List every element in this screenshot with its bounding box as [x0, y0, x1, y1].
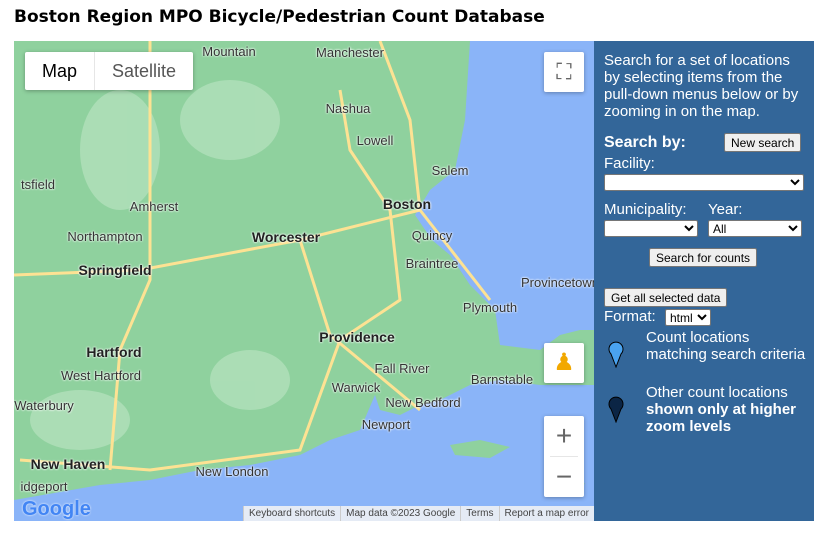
zoom-divider: [550, 456, 578, 457]
map-data-text: Map data ©2023 Google: [340, 506, 460, 521]
city-label: Salem: [431, 163, 469, 178]
city-label: Mountain: [202, 44, 256, 59]
year-select[interactable]: All: [708, 220, 802, 237]
blue-marker-icon: [608, 341, 624, 368]
facility-label: Facility:: [604, 155, 655, 172]
city-label: Springfield: [78, 262, 152, 278]
city-label: New Bedford: [385, 395, 461, 410]
city-label: West Hartford: [61, 368, 141, 383]
city-label: Northampton: [67, 229, 143, 244]
city-label: Plymouth: [462, 300, 518, 315]
city-label: Nashua: [325, 101, 371, 116]
legend-matching: Count locations matching search criteria: [646, 329, 806, 363]
city-label: New London: [195, 464, 269, 479]
zoom-control: + −: [544, 416, 584, 497]
city-label: Waterbury: [14, 398, 74, 413]
search-for-counts-button[interactable]: Search for counts: [649, 248, 758, 267]
city-label: Braintree: [405, 256, 459, 271]
street-view-button[interactable]: ♟: [544, 343, 584, 383]
city-label: Warwick: [331, 380, 381, 395]
highways: [14, 41, 492, 472]
year-label: Year:: [708, 201, 743, 218]
dark-marker-icon: [608, 396, 624, 423]
city-label: Provincetown: [520, 275, 594, 290]
city-label: Worcester: [251, 229, 321, 245]
zoom-out-button[interactable]: −: [555, 461, 573, 492]
city-label: Lowell: [356, 133, 394, 148]
legend-other-text: Other count locations: [646, 384, 788, 401]
map-attribution: Keyboard shortcuts Map data ©2023 Google…: [242, 506, 594, 521]
fullscreen-icon: ⛶: [556, 59, 572, 84]
legend-other-bold: shown only at higher zoom levels: [646, 401, 797, 435]
map-type-control: Map Satellite: [25, 52, 194, 90]
page-title: Boston Region MPO Bicycle/Pedestrian Cou…: [14, 7, 545, 27]
city-label: tsfield: [21, 177, 55, 192]
parkland: [30, 80, 290, 450]
fullscreen-button[interactable]: ⛶: [544, 52, 584, 92]
city-label: Hartford: [86, 344, 142, 360]
keyboard-shortcuts-link[interactable]: Keyboard shortcuts: [242, 506, 340, 521]
google-logo[interactable]: Google: [22, 498, 91, 520]
map-type-map-button[interactable]: Map: [25, 52, 96, 90]
city-label: Fall River: [374, 361, 430, 376]
map[interactable]: Mountain Manchester Nashua Lowell Salem Bosto…: [14, 41, 594, 521]
city-label: Quincy: [411, 228, 453, 243]
facility-select[interactable]: [604, 174, 804, 191]
city-label: Providence: [319, 329, 395, 345]
terms-link[interactable]: Terms: [460, 506, 498, 521]
get-all-selected-data-button[interactable]: Get all selected data: [604, 288, 728, 307]
city-label: New Haven: [30, 456, 106, 472]
zoom-in-button[interactable]: +: [555, 420, 573, 451]
format-select[interactable]: html: [665, 309, 711, 326]
map-type-satellite-button[interactable]: Satellite: [112, 61, 177, 81]
map-canvas[interactable]: [14, 41, 594, 521]
city-label: Newport: [361, 417, 411, 432]
city-label: Amherst: [129, 199, 179, 214]
search-by-label: Search by:: [604, 134, 686, 151]
municipality-label: Municipality:: [604, 201, 687, 218]
city-label: idgeport: [20, 479, 68, 494]
pegman-icon: ♟: [553, 349, 575, 376]
city-label: Barnstable: [470, 372, 534, 387]
intro-text: Search for a set of locations by selecti…: [604, 52, 799, 120]
island: [450, 440, 510, 458]
report-map-error-link[interactable]: Report a map error: [498, 506, 594, 521]
format-label: Format:: [604, 308, 656, 325]
legend-other: Other count locations shown only at highe…: [646, 384, 811, 435]
municipality-select[interactable]: [604, 220, 698, 237]
city-label: Boston: [382, 196, 432, 212]
city-label: Manchester: [316, 45, 384, 60]
new-search-button[interactable]: New search: [724, 133, 802, 152]
search-panel: Search for a set of locations by selecti…: [594, 41, 814, 521]
